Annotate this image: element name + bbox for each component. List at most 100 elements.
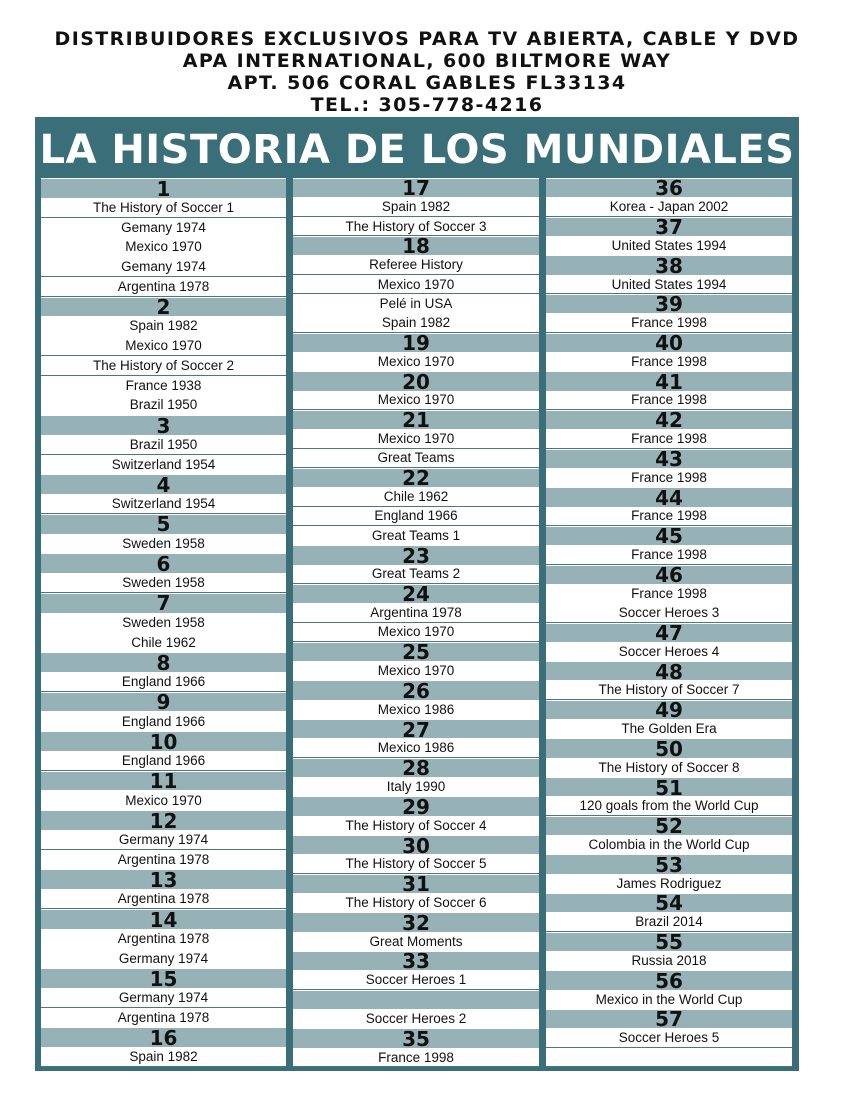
volume-number: 39 [655, 292, 683, 317]
volume-number: 17 [402, 176, 430, 201]
volume-entry: Sweden 1958 [41, 573, 286, 594]
entry-title: Switzerland 1954 [111, 496, 216, 512]
volume-number: 23 [402, 543, 430, 568]
entry-title: Pelé in USA [379, 295, 453, 311]
entry-title: The History of Soccer 2 [92, 357, 235, 373]
volume-entry: England 1966 [41, 750, 286, 772]
volume-number: 36 [655, 176, 683, 201]
entry-title: The History of Soccer 5 [345, 856, 487, 872]
volume-entry: Soccer Heroes 5 [546, 1028, 792, 1049]
volume-number: 30 [402, 833, 430, 858]
entry-title: Mexico 1986 [377, 740, 455, 756]
entry-title: Soccer Heroes 1 [365, 972, 467, 988]
entry-title: Sweden 1958 [122, 614, 205, 630]
volume-number-bar: 46 [546, 564, 792, 585]
volume-number-bar: 8 [41, 650, 286, 675]
volume-number: 43 [655, 446, 683, 471]
entry-title: Argentina 1978 [117, 278, 210, 294]
volume-entry: James Rodriguez [546, 873, 792, 894]
entry-title: Korea - Japan 2002 [609, 199, 729, 215]
entry-title: Russia 2018 [631, 952, 707, 968]
volume-entry: France 1998 [546, 506, 792, 527]
entry-title: The Golden Era [621, 721, 717, 737]
entry-title: Germany 1974 [118, 832, 209, 848]
volume-number-bar: 52 [546, 815, 792, 836]
entry-title: France 1998 [378, 1049, 454, 1065]
header-line: TEL.: 305-778-4216 [310, 94, 544, 116]
entry-title: Italy 1990 [386, 779, 446, 795]
volume-entry: Argentina 1978 [41, 849, 286, 870]
entry-title: France 1998 [631, 508, 707, 524]
volume-entry: Argentina 1978 [41, 928, 286, 949]
volume-entry: England 1966 [41, 671, 286, 693]
volume-number: 20 [402, 369, 430, 394]
volume-number-bar: 4 [41, 472, 286, 497]
entry-title: Argentina 1978 [117, 851, 210, 867]
volume-number-bar: 12 [41, 810, 286, 831]
entry-title: Great Teams [377, 450, 455, 466]
volume-entry: The History of Soccer 1 [41, 197, 286, 218]
entry-title: Soccer Heroes 2 [365, 1010, 467, 1026]
volume-number-bar: 21 [293, 409, 539, 430]
volume-entry: France 1938 [41, 375, 286, 396]
volume-entry: Mexico 1970 [293, 429, 539, 450]
volume-number-bar: 25 [293, 641, 539, 662]
volume-number: 28 [402, 756, 430, 781]
volume-number: 5 [156, 512, 171, 537]
volume-entry: Spain 1982 [293, 313, 539, 334]
volume-entry: Sweden 1958 [41, 612, 286, 633]
entry-title: Argentina 1978 [370, 605, 462, 621]
entry-title: Soccer Heroes 5 [618, 1030, 720, 1046]
volume-number-bar: 55 [546, 931, 792, 952]
volume-number: 37 [655, 215, 683, 240]
volume-entry: Mexico 1986 [293, 699, 539, 720]
volume-entry: Pelé in USA [293, 293, 539, 314]
volume-number-bar: 14 [41, 908, 286, 930]
volume-entry: Mexico in the World Cup [546, 989, 792, 1010]
entry-title: Great Moments [369, 933, 463, 949]
entry-title: France 1998 [631, 585, 707, 601]
volume-number: 9 [156, 690, 171, 715]
volume-number-bar: 42 [546, 409, 792, 430]
volume-entry: Mexico 1970 [293, 351, 539, 372]
entry-title: 120 goals from the World Cup [579, 798, 759, 814]
volume-number-bar: 51 [546, 777, 792, 798]
entry-title: Argentina 1978 [117, 930, 210, 946]
volume-number: 50 [655, 736, 683, 761]
volume-entry: United States 1994 [546, 274, 792, 295]
volume-number-bar: 37 [546, 215, 792, 240]
volume-entry: Soccer Heroes 4 [546, 641, 792, 662]
entry-title: Soccer Heroes 3 [618, 605, 720, 621]
volume-number-bar: 22 [293, 467, 539, 488]
volume-number-bar: 54 [546, 893, 792, 913]
entry-title: The History of Soccer 4 [345, 817, 487, 833]
entry-title: Mexico 1970 [125, 338, 202, 354]
volume-number: 4 [156, 472, 171, 497]
volume-number: 57 [655, 1007, 683, 1032]
volume-number: 11 [149, 769, 178, 794]
volume-number: 26 [402, 678, 430, 703]
volume-number-bar: 29 [293, 796, 539, 817]
volume-number-bar: 18 [293, 235, 539, 256]
volume-number-bar: 23 [293, 543, 539, 568]
volume-number: 8 [156, 650, 171, 675]
volume-number: 15 [149, 966, 178, 991]
entry-title: Soccer Heroes 4 [618, 643, 720, 659]
volume-number: 48 [655, 659, 683, 684]
volume-entry: Soccer Heroes 3 [546, 603, 792, 623]
entry-title: France 1938 [125, 377, 202, 393]
volume-entry: Great Teams 1 [293, 525, 539, 546]
catalog-column: 17 Spain 1982 The History of Soccer 3 18 Ref… [293, 176, 539, 1068]
header-line: APT. 506 CORAL GABLES FL33134 [227, 72, 627, 94]
entry-title: Mexico 1970 [125, 792, 202, 808]
volume-entry: Brazil 2014 [546, 912, 792, 933]
volume-number-bar: 24 [293, 582, 539, 607]
volume-number-bar: 30 [293, 833, 539, 858]
header-line: DISTRIBUIDORES EXCLUSIVOS PARA TV ABIERT… [54, 28, 800, 50]
volume-number-bar: 31 [293, 873, 539, 894]
volume-number-bar: 33 [293, 951, 539, 971]
volume-number: 24 [402, 582, 430, 607]
volume-number-bar: 56 [546, 970, 792, 991]
entry-title: Germany 1974 [118, 990, 209, 1006]
volume-number: 2 [156, 295, 171, 320]
